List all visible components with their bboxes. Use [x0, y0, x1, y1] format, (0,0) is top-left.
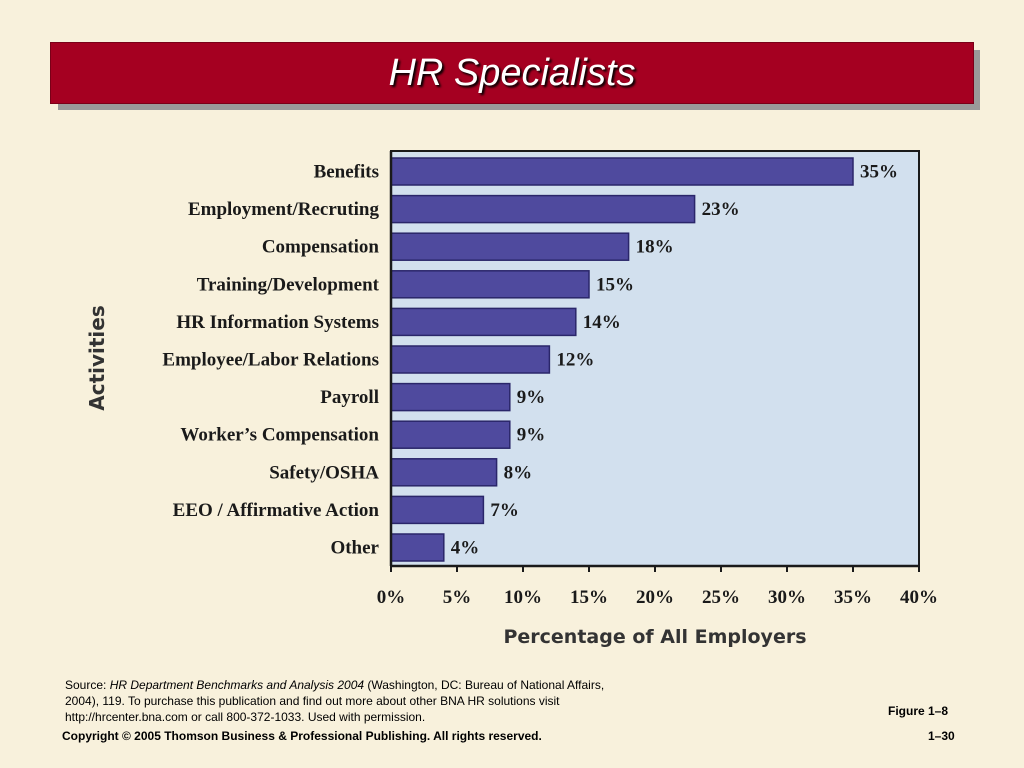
x-tick-label: 20%: [636, 587, 674, 608]
value-label: 14%: [583, 312, 621, 333]
x-axis-title: Percentage of All Employers: [503, 626, 806, 648]
value-labels: 35% 23% 18%15% 14% 12% 9% 9% 8% 7% 4%: [451, 162, 898, 559]
source-details: (Washington, DC: Bureau of National Affa…: [65, 678, 605, 724]
bar: [390, 533, 445, 562]
x-tick-label: 15%: [570, 587, 608, 608]
value-label: 12%: [556, 350, 594, 371]
bars-group: [390, 157, 854, 562]
bar: [390, 458, 498, 487]
value-label: 9%: [517, 387, 546, 408]
value-label: 8%: [504, 462, 532, 483]
source-note: Source: HR Department Benchmarks and Ana…: [65, 677, 625, 725]
bar: [390, 307, 577, 337]
page-number: 1–30: [928, 729, 955, 743]
x-tick-label: 0%: [377, 587, 406, 608]
category-label: Worker’s Compensation: [180, 425, 379, 446]
bar: [390, 270, 590, 299]
bar-chart: Benefits Employment/Recruting Compensation…: [85, 150, 938, 648]
value-label: 7%: [490, 500, 519, 521]
category-label: Other: [330, 538, 379, 559]
source-title: HR Department Benchmarks and Analysis 20…: [109, 678, 365, 692]
bar: [390, 345, 551, 374]
category-label: Safety/OSHA: [269, 462, 379, 483]
x-ticks: 0% 5% 10% 15% 20% 25% 30% 35% 40%: [377, 566, 938, 608]
figure-label: Figure 1–8: [888, 704, 949, 718]
x-tick-label: 10%: [504, 587, 542, 608]
value-label: 15%: [596, 274, 634, 295]
slide-title: HR Specialists: [388, 51, 636, 94]
x-tick-label: 40%: [900, 587, 938, 608]
category-label: EEO / Affirmative Action: [173, 500, 380, 521]
bar: [390, 232, 630, 261]
bar: [390, 382, 511, 412]
value-label: 35%: [860, 162, 898, 183]
title-bar: HR Specialists: [50, 42, 974, 104]
value-label: 9%: [517, 425, 546, 446]
category-label: Payroll: [320, 387, 379, 408]
bar: [390, 157, 854, 186]
x-tick-label: 35%: [834, 587, 872, 608]
bar: [390, 420, 511, 449]
category-label: HR Information Systems: [176, 312, 379, 333]
bar: [390, 194, 696, 224]
category-label: Benefits: [314, 162, 379, 183]
value-label: 23%: [702, 199, 740, 220]
value-label: 4%: [451, 538, 480, 559]
category-label: Compensation: [262, 237, 380, 258]
x-tick-label: 30%: [768, 587, 806, 608]
category-label: Employment/Recruting: [188, 199, 380, 220]
value-label: 18%: [636, 237, 674, 258]
bar: [390, 495, 485, 525]
category-label: Training/Development: [197, 274, 380, 295]
x-tick-label: 5%: [443, 587, 472, 608]
copyright-notice: Copyright © 2005 Thomson Business & Prof…: [62, 729, 542, 743]
category-label: Employee/Labor Relations: [162, 350, 379, 371]
source-prefix: Source:: [65, 678, 110, 692]
y-axis-title: Activities: [85, 305, 109, 411]
category-labels: Benefits Employment/Recruting Compensation…: [162, 162, 379, 559]
x-tick-label: 25%: [702, 587, 740, 608]
